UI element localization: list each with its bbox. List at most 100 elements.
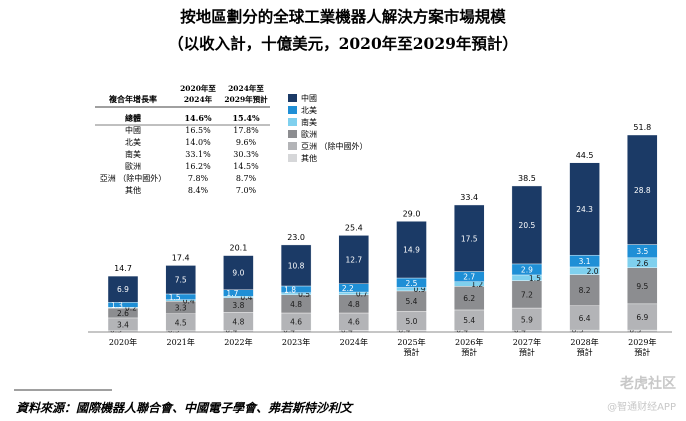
data-label-china: 24.3 xyxy=(576,205,593,214)
data-label-north_america: 1.7 xyxy=(226,289,238,298)
cagr-row-label: 北美 xyxy=(125,137,141,147)
bar-segment-china xyxy=(280,244,312,287)
data-label-asia_ex_china: 3.4 xyxy=(117,320,129,329)
bar-total-label: 38.5 xyxy=(518,174,536,183)
x-tick-label: 2029年 xyxy=(628,337,656,347)
chart-subtitle: （以收入計，十億美元，2020年至2029年預計） xyxy=(168,34,518,53)
x-tick-labels: 2020年 2021年 2022年 2023年 2024年 2025年預計2026年預計2… xyxy=(109,337,657,357)
bar-segment-europe xyxy=(569,274,600,306)
cagr-value-2020-2024: 16.5% xyxy=(185,126,211,135)
data-label-europe: 5.4 xyxy=(406,297,418,306)
x-tick-label: 2021年 xyxy=(167,337,195,347)
data-label-europe: 2.6 xyxy=(117,309,129,318)
data-label-north_america: 3.1 xyxy=(579,257,591,266)
bar-segment-china xyxy=(511,185,543,265)
cagr-col2-header-line1: 2024年至 xyxy=(228,83,264,93)
cagr-value-2020-2024: 16.2% xyxy=(185,162,211,171)
data-label-north_america: 1.8 xyxy=(284,285,296,294)
cagr-value-2020-2024: 7.8% xyxy=(188,174,209,183)
cagr-table: 複合年增長率 2020年至 2024年 2024年至 2029年預計 總體 14.… xyxy=(95,83,270,195)
bar-total-label: 44.5 xyxy=(576,151,594,160)
bar-segment-asia_ex_china xyxy=(569,305,600,331)
data-label-china: 14.9 xyxy=(403,246,420,255)
cagr-value-2024-2029: 8.7% xyxy=(236,174,257,183)
data-label-europe: 3.3 xyxy=(175,303,187,312)
bar-segment-china xyxy=(396,221,427,279)
cagr-row-label: 歐洲 xyxy=(125,161,141,171)
bar-segment-china xyxy=(338,235,369,284)
legend-label-other: 其他 xyxy=(301,153,317,163)
data-label-south_america: 0.9 xyxy=(414,285,426,294)
x-tick-label: 2026年 xyxy=(455,337,483,347)
x-tick-label: 2024年 xyxy=(340,337,368,347)
cagr-value-2020-2024: 14.0% xyxy=(185,138,211,147)
legend-swatch-europe xyxy=(288,130,297,138)
cagr-value-2024-2029: 15.4% xyxy=(232,113,259,123)
data-label-north_america: 2.9 xyxy=(521,265,533,274)
watermark-zhitong: @智通财经APP xyxy=(607,400,676,413)
legend-label-north_america: 北美 xyxy=(301,105,317,115)
cagr-rows: 總體 14.6% 15.4% 中國 16.5% 17.8% 北美 14.0% 9.6% 南美 33.… xyxy=(95,113,270,195)
cagr-row-label: 亞洲 （除中國外） xyxy=(100,173,167,183)
data-label-south_america: 2.0 xyxy=(587,267,599,276)
bar-segment-china xyxy=(454,204,485,272)
data-label-asia_ex_china: 5.9 xyxy=(521,315,533,324)
data-label-europe: 6.2 xyxy=(463,294,475,303)
cagr-value-2024-2029: 7.0% xyxy=(236,186,257,195)
cagr-value-2024-2029: 30.3% xyxy=(233,150,259,159)
chart-title: 按地區劃分的全球工業機器人解決方案市場規模 xyxy=(180,7,506,26)
legend-swatch-china xyxy=(288,94,297,102)
cagr-value-2020-2024: 14.6% xyxy=(184,113,211,123)
x-tick-label: 2027年 xyxy=(513,337,541,347)
data-label-asia_ex_china: 4.5 xyxy=(175,318,187,327)
data-label-south_america: 1.2 xyxy=(471,280,483,289)
legend-swatch-asia_ex_china xyxy=(288,142,297,150)
data-label-asia_ex_china: 6.4 xyxy=(579,314,591,323)
legend-swatch-other xyxy=(288,154,297,162)
cagr-value-2020-2024: 33.1% xyxy=(185,150,211,159)
bar-segment-china xyxy=(627,134,658,245)
x-tick-label: 預計 xyxy=(634,347,650,357)
data-label-asia_ex_china: 6.9 xyxy=(636,313,648,322)
data-label-south_america: 0.4 xyxy=(183,296,195,305)
bar-segment-china xyxy=(223,255,254,290)
data-label-china: 17.5 xyxy=(461,234,478,243)
x-tick-label: 2022年 xyxy=(224,337,252,347)
x-tick-label: 預計 xyxy=(577,347,593,357)
bar-total-label: 23.0 xyxy=(287,233,305,242)
legend-swatch-north_america xyxy=(288,106,297,114)
cagr-row-label: 中國 xyxy=(125,125,141,135)
bar-total-label: 29.0 xyxy=(403,209,421,218)
data-label-north_america: 2.7 xyxy=(463,273,475,282)
watermark-tiger: 老虎社区 xyxy=(620,375,676,392)
bar-total-label: 51.8 xyxy=(633,123,651,132)
cagr-col2-header-line2: 2029年預計 xyxy=(224,94,268,104)
cagr-value-2024-2029: 17.8% xyxy=(233,126,259,135)
data-label-north_america: 3.5 xyxy=(636,247,648,256)
bars-group: 0.33.42.60.21.36.914.70.34.53.30.41.57.5… xyxy=(107,123,658,335)
data-label-asia_ex_china: 5.4 xyxy=(463,316,475,325)
cagr-row-label: 南美 xyxy=(125,149,141,159)
source-note: 資料來源：國際機器人聯合會、中國電子學會、弗若斯特沙利文 xyxy=(16,401,354,415)
data-label-europe: 4.8 xyxy=(290,300,302,309)
data-label-europe: 9.5 xyxy=(636,282,648,291)
x-tick-label: 2023年 xyxy=(282,337,310,347)
cagr-col1-header-line1: 2020年至 xyxy=(180,83,216,93)
data-label-asia_ex_china: 4.6 xyxy=(290,318,302,327)
data-label-china: 28.8 xyxy=(634,186,651,195)
bar-segment-europe xyxy=(511,280,543,309)
data-label-china: 7.5 xyxy=(175,276,187,285)
legend-label-china: 中國 xyxy=(301,93,317,103)
x-tick-label: 預計 xyxy=(461,347,477,357)
bar-segment-asia_ex_china xyxy=(627,303,658,331)
data-label-china: 20.5 xyxy=(519,221,536,230)
bar-segment-china xyxy=(165,265,196,295)
x-tick-label: 2020年 xyxy=(109,337,137,347)
data-label-south_america: 2.6 xyxy=(636,259,648,268)
bar-total-label: 25.4 xyxy=(345,223,363,232)
data-label-europe: 8.2 xyxy=(579,286,591,295)
x-tick-label: 預計 xyxy=(404,347,420,357)
data-label-north_america: 1.3 xyxy=(111,301,123,310)
